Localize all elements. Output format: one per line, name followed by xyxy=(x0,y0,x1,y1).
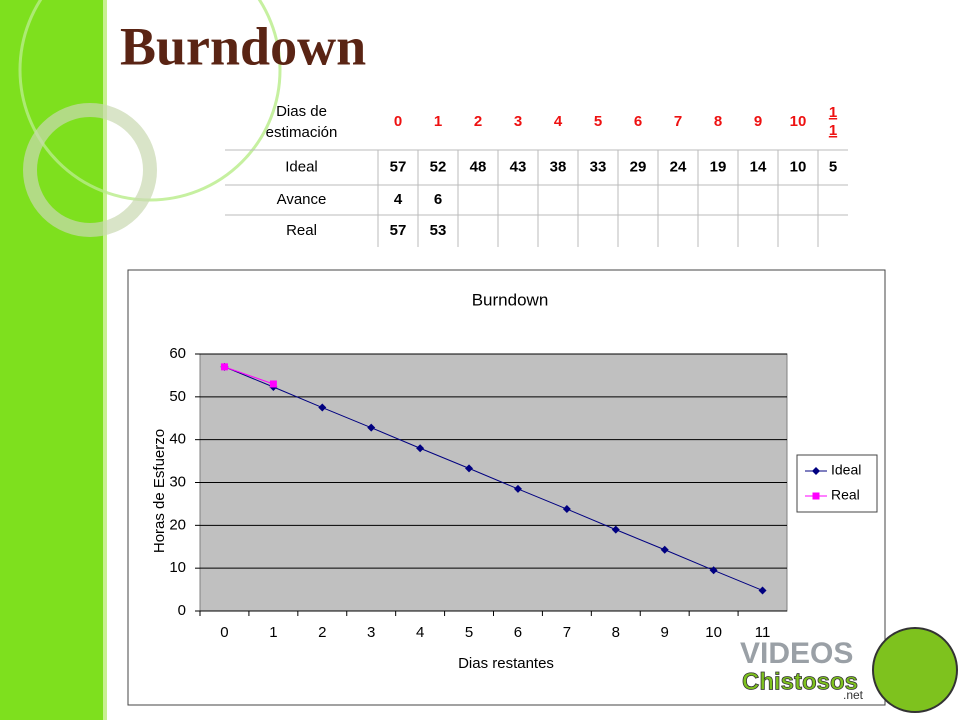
slide-title: Burndown xyxy=(120,16,366,76)
series-line xyxy=(224,366,763,591)
logo-text: Chistosos xyxy=(742,668,858,695)
logo-text: .net xyxy=(843,688,864,702)
series-line xyxy=(224,366,274,385)
x-tick-label: 8 xyxy=(612,624,620,641)
y-tick-label: 20 xyxy=(169,516,186,533)
x-tick-label: 7 xyxy=(563,624,571,641)
table-cell: 33 xyxy=(590,158,607,175)
legend-label: Real xyxy=(831,487,860,503)
table-cell: 57 xyxy=(390,222,407,239)
marker xyxy=(220,363,228,371)
x-tick-label: 5 xyxy=(465,624,473,641)
table-header-cell: 5 xyxy=(594,113,602,130)
table-cell: 10 xyxy=(790,158,807,175)
table-cell: 4 xyxy=(394,191,403,208)
table-row-label: Real xyxy=(286,222,317,239)
table-cell: 52 xyxy=(430,158,447,175)
table-cell: 48 xyxy=(470,158,487,175)
marker xyxy=(709,566,718,575)
table-cell: 24 xyxy=(670,158,687,175)
table-cell: 5 xyxy=(829,158,837,175)
x-axis-label: Dias restantes xyxy=(458,655,554,672)
x-tick-label: 2 xyxy=(318,624,326,641)
marker xyxy=(562,505,571,514)
table-header-cell: 0 xyxy=(394,113,402,130)
marker xyxy=(318,403,327,412)
table-header-cell: 8 xyxy=(714,113,722,130)
table-cell: 14 xyxy=(750,158,767,175)
marker xyxy=(465,464,474,473)
marker xyxy=(812,492,820,500)
table-header-cell: 2 xyxy=(474,113,482,130)
table-cell: 29 xyxy=(630,158,647,175)
chart-title: Burndown xyxy=(472,290,549,309)
logo-text: VIDEOS xyxy=(740,637,853,670)
marker xyxy=(758,586,767,595)
table-header-cell: 10 xyxy=(790,113,807,130)
y-tick-label: 10 xyxy=(169,559,186,576)
y-axis-label: Horas de Esfuerzo xyxy=(151,429,168,553)
y-tick-label: 60 xyxy=(169,345,186,362)
table-header-cell: 3 xyxy=(514,113,522,130)
legend-box xyxy=(796,454,878,513)
marker xyxy=(513,484,522,493)
table-header-cell: Dias de estimación xyxy=(266,103,338,141)
y-tick-label: 50 xyxy=(169,388,186,405)
marker xyxy=(812,467,820,475)
table-header-cell: 7 xyxy=(674,113,682,130)
x-tick-label: 10 xyxy=(705,624,722,641)
table-row-label: Ideal xyxy=(285,158,318,175)
y-tick-label: 30 xyxy=(169,473,186,490)
table-header-cell: 1 xyxy=(434,113,442,130)
decor-circle xyxy=(23,103,157,237)
logo-circle xyxy=(872,627,958,713)
table-cell: 53 xyxy=(430,222,447,239)
marker xyxy=(611,525,620,534)
marker xyxy=(416,444,425,453)
x-tick-label: 9 xyxy=(661,624,669,641)
table-header-cell: 9 xyxy=(754,113,762,130)
marker xyxy=(269,380,277,388)
table-cell: 43 xyxy=(510,158,527,175)
table-cell: 19 xyxy=(710,158,727,175)
table-cell: 6 xyxy=(434,191,442,208)
table-row-label: Avance xyxy=(277,191,327,208)
y-tick-label: 40 xyxy=(169,431,186,448)
side-bar-edge xyxy=(103,0,107,720)
decor-circle xyxy=(18,0,282,202)
x-tick-label: 3 xyxy=(367,624,375,641)
table-cell: 57 xyxy=(390,158,407,175)
chart: 0 10 20 30 40 50 60 0 1 2 3 4 5 6 7 8 9 10 11 xyxy=(169,345,787,641)
table-cell: 38 xyxy=(550,158,567,175)
marker xyxy=(367,423,376,432)
legend: Ideal Real xyxy=(805,462,861,503)
legend-label: Ideal xyxy=(831,462,861,478)
x-tick-label: 6 xyxy=(514,624,522,641)
table-header-cell: 4 xyxy=(554,113,563,130)
x-tick-label: 11 xyxy=(755,624,771,641)
watermark: VIDEOS Chistosos .net xyxy=(740,627,958,713)
table-header-cell: 6 xyxy=(634,113,642,130)
x-tick-label: 0 xyxy=(220,624,228,641)
y-tick-label: 0 xyxy=(178,602,186,619)
marker xyxy=(660,545,669,554)
x-tick-label: 4 xyxy=(416,624,424,641)
x-tick-label: 1 xyxy=(269,624,277,641)
